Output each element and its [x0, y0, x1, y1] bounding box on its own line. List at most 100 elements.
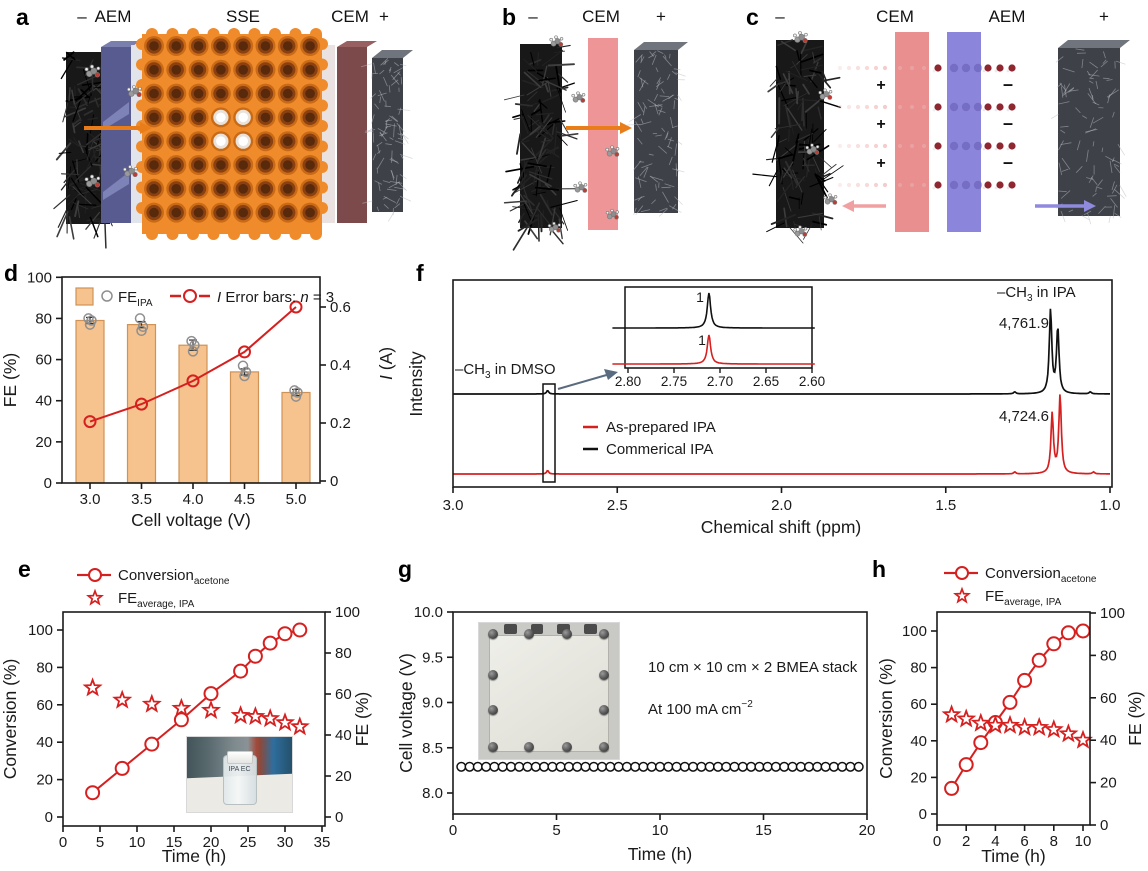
mesh-strand [379, 69, 385, 75]
fiber-strand [530, 51, 535, 66]
mesh-strand [372, 132, 375, 143]
mesh-strand [649, 51, 654, 57]
y2-tick-label: 40 [1100, 732, 1117, 749]
plus-charge: + [876, 77, 885, 94]
mesh-strand [1113, 159, 1122, 165]
y2-tick-label: 100 [1100, 605, 1125, 622]
voltage-point [770, 761, 781, 772]
voltage-point [729, 761, 740, 772]
fiber-strand [812, 57, 822, 64]
fiber-strand [788, 114, 794, 135]
fiber-strand [523, 58, 538, 72]
fiber-strand [58, 151, 72, 154]
panel-b-pos-terminal: + [656, 7, 666, 26]
fiber-strand [812, 220, 828, 226]
fiber-strand [528, 119, 540, 128]
atom [805, 145, 809, 150]
mesh-strand [379, 131, 387, 142]
aem-highlight [103, 172, 129, 200]
mesh-strand [669, 53, 671, 59]
mesh-strand [384, 60, 387, 66]
x-tick-label: 35 [314, 834, 331, 851]
fiber-strand [804, 98, 822, 113]
legend-line-marker [183, 289, 197, 303]
y-tick-label: 100 [27, 269, 52, 286]
fiber-strand [523, 71, 542, 88]
fiber-strand [551, 123, 555, 136]
stack-photo-inset [478, 622, 620, 760]
star-marker [230, 704, 251, 725]
mesh-strand [1111, 184, 1118, 194]
x-axis-title: Cell voltage (V) [131, 510, 251, 530]
replicate-point [84, 319, 96, 330]
x-tick-label: 15 [755, 822, 772, 839]
sse-hole-core [216, 112, 226, 123]
panel-c-cem-label: CEM [876, 7, 914, 26]
mesh-strand [668, 94, 674, 100]
mesh-strand [377, 144, 380, 154]
water-h-atom [994, 186, 998, 190]
mesh-strand [661, 186, 671, 189]
sse-hole-core [260, 88, 271, 99]
star-marker [82, 677, 103, 697]
water-h-atom [1006, 69, 1010, 73]
mesh-strand [1062, 87, 1075, 96]
fiber-strand [83, 128, 104, 145]
x-tick-label: 3.0 [443, 497, 464, 514]
atom [580, 98, 586, 103]
mesh-strand [1113, 163, 1120, 167]
mesh-strand [658, 109, 666, 113]
star-marker [171, 697, 192, 717]
y-axis-title: Intensity [406, 351, 426, 416]
mesh-strand [1115, 60, 1126, 65]
mesh-strand [642, 102, 648, 110]
current-point [186, 374, 200, 388]
fiber-strand [518, 212, 525, 223]
fiber-strand [805, 156, 811, 178]
mesh-strand [659, 95, 670, 97]
fiber-strand [537, 213, 540, 242]
current-density-annotation: At 100 mA cm−2 [648, 699, 753, 718]
panel-a-cem-label: CEM [331, 7, 369, 26]
mesh-strand [1087, 93, 1097, 105]
fiber-strand [783, 92, 808, 107]
fiber-strand [818, 216, 822, 231]
y-axis-title: Conversion (%) [876, 658, 896, 779]
fiber-strand [84, 187, 87, 214]
water-molecule [934, 103, 942, 111]
atom [90, 67, 98, 75]
sse-hole-core [216, 136, 226, 146]
water-h-atom [982, 108, 986, 112]
panel-d-letter: d [4, 260, 19, 286]
mesh-strand [397, 137, 405, 141]
molecule [605, 208, 619, 220]
fiber-strand [503, 94, 525, 101]
plus-charge: + [876, 155, 885, 172]
panel-a-aem-label: AEM [94, 7, 132, 26]
fiber-strand [72, 202, 89, 210]
fiber-strand [788, 70, 791, 95]
x-tick-label: 3.0 [80, 491, 101, 508]
fiber-strand [535, 112, 555, 116]
fiber-strand [57, 209, 68, 228]
y-tick-label: 8.5 [422, 740, 443, 757]
nmr-trace-commercial [453, 308, 1110, 395]
conversion-point [247, 648, 263, 664]
mesh-strand [390, 74, 400, 85]
sse-hole-core [171, 207, 182, 218]
mesh-strand [384, 105, 391, 108]
fiber-strand [786, 107, 803, 131]
fiber-strand [795, 176, 806, 189]
mesh-strand [380, 58, 389, 66]
atom [136, 92, 142, 98]
mesh-strand [659, 207, 668, 212]
proton-dot [910, 183, 914, 187]
stack-bolt [524, 741, 535, 752]
sse-hole-core [305, 41, 315, 51]
mesh-strand [655, 67, 659, 73]
x-tick-label: 20 [859, 822, 876, 839]
mesh-strand [1103, 51, 1106, 59]
fiber-strand [776, 181, 794, 202]
atom [84, 67, 89, 72]
